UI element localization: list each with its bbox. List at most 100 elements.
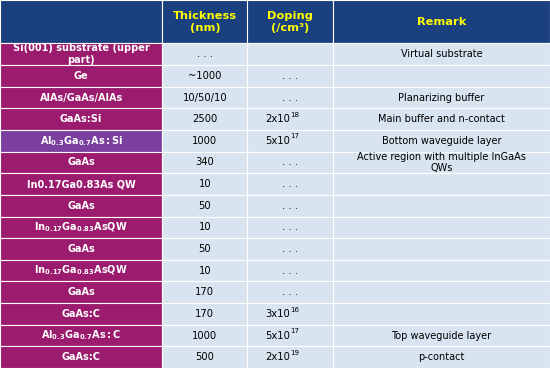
Bar — [248, 152, 333, 173]
Bar — [248, 303, 333, 325]
Bar — [248, 130, 333, 152]
Bar — [162, 173, 248, 195]
Bar — [162, 216, 248, 238]
Bar — [0, 65, 162, 87]
Text: 2x10: 2x10 — [265, 352, 290, 362]
Text: 10: 10 — [199, 222, 211, 232]
Bar — [333, 303, 550, 325]
Text: Remark: Remark — [417, 17, 466, 27]
Text: 2x10: 2x10 — [265, 114, 290, 124]
Text: Thickness
(nm): Thickness (nm) — [173, 11, 237, 32]
Bar — [0, 238, 162, 260]
Bar — [248, 238, 333, 260]
Bar — [248, 260, 333, 282]
Text: . . .: . . . — [282, 266, 298, 276]
Text: 2500: 2500 — [192, 114, 217, 124]
Bar — [0, 43, 162, 65]
Bar — [248, 195, 333, 216]
Text: ~1000: ~1000 — [188, 71, 222, 81]
Text: . . .: . . . — [282, 71, 298, 81]
Text: 10: 10 — [199, 179, 211, 189]
Bar — [162, 260, 248, 282]
Bar — [333, 325, 550, 346]
Bar — [248, 108, 333, 130]
Text: Ge: Ge — [74, 71, 89, 81]
Bar — [0, 325, 162, 346]
Bar — [0, 173, 162, 195]
Text: 170: 170 — [195, 287, 215, 297]
Bar — [0, 282, 162, 303]
Text: In0.17Ga0.83As QW: In0.17Ga0.83As QW — [27, 179, 135, 189]
Text: 19: 19 — [290, 350, 299, 356]
Text: 3x10: 3x10 — [265, 309, 290, 319]
Text: p-contact: p-contact — [418, 352, 465, 362]
Bar — [333, 152, 550, 173]
Bar — [162, 325, 248, 346]
Text: Doping
(/cm³): Doping (/cm³) — [267, 11, 313, 32]
Bar — [0, 195, 162, 216]
Bar — [248, 346, 333, 368]
Text: 5x10: 5x10 — [265, 330, 290, 340]
Text: 170: 170 — [195, 309, 215, 319]
Text: GaAs:Si: GaAs:Si — [60, 114, 102, 124]
Bar — [248, 0, 333, 43]
Bar — [162, 152, 248, 173]
Bar — [333, 195, 550, 216]
Text: 50: 50 — [199, 201, 211, 211]
Bar — [333, 65, 550, 87]
Text: GaAs: GaAs — [67, 287, 95, 297]
Bar — [0, 130, 162, 152]
Text: 17: 17 — [290, 134, 299, 139]
Text: 16: 16 — [290, 307, 299, 312]
Bar — [162, 130, 248, 152]
Bar — [0, 87, 162, 108]
Bar — [162, 195, 248, 216]
Text: Active region with multiple InGaAs
QWs: Active region with multiple InGaAs QWs — [357, 152, 526, 173]
Bar — [248, 173, 333, 195]
Bar — [0, 216, 162, 238]
Bar — [162, 238, 248, 260]
Text: 50: 50 — [199, 244, 211, 254]
Bar — [162, 303, 248, 325]
Text: . . .: . . . — [282, 92, 298, 103]
Text: 1000: 1000 — [192, 330, 217, 340]
Text: 1000: 1000 — [192, 136, 217, 146]
Text: . . .: . . . — [197, 49, 213, 59]
Text: . . .: . . . — [282, 287, 298, 297]
Text: 10: 10 — [199, 266, 211, 276]
Bar — [0, 152, 162, 173]
Bar — [0, 303, 162, 325]
Bar — [248, 65, 333, 87]
Text: AlAs/GaAs/AlAs: AlAs/GaAs/AlAs — [40, 92, 123, 103]
Text: Bottom waveguide layer: Bottom waveguide layer — [382, 136, 501, 146]
Text: . . .: . . . — [282, 201, 298, 211]
Bar — [248, 282, 333, 303]
Text: 18: 18 — [290, 112, 299, 118]
Bar — [248, 216, 333, 238]
Text: Main buffer and n-contact: Main buffer and n-contact — [378, 114, 505, 124]
Bar — [333, 282, 550, 303]
Bar — [0, 260, 162, 282]
Text: . . .: . . . — [282, 244, 298, 254]
Bar — [248, 325, 333, 346]
Bar — [0, 108, 162, 130]
Bar — [248, 43, 333, 65]
Bar — [333, 260, 550, 282]
Bar — [333, 87, 550, 108]
Text: 340: 340 — [195, 158, 215, 167]
Bar — [333, 238, 550, 260]
Text: . . .: . . . — [282, 158, 298, 167]
Bar — [333, 130, 550, 152]
Text: 5x10: 5x10 — [265, 136, 290, 146]
Bar — [162, 65, 248, 87]
Text: Planarizing buffer: Planarizing buffer — [398, 92, 485, 103]
Bar — [0, 346, 162, 368]
Bar — [248, 87, 333, 108]
Bar — [0, 0, 162, 43]
Bar — [333, 346, 550, 368]
Bar — [162, 43, 248, 65]
Text: $\mathbf{In_{0.17}Ga_{0.83}As QW}$: $\mathbf{In_{0.17}Ga_{0.83}As QW}$ — [34, 220, 128, 234]
Bar — [162, 0, 248, 43]
Text: . . .: . . . — [282, 222, 298, 232]
Bar — [333, 173, 550, 195]
